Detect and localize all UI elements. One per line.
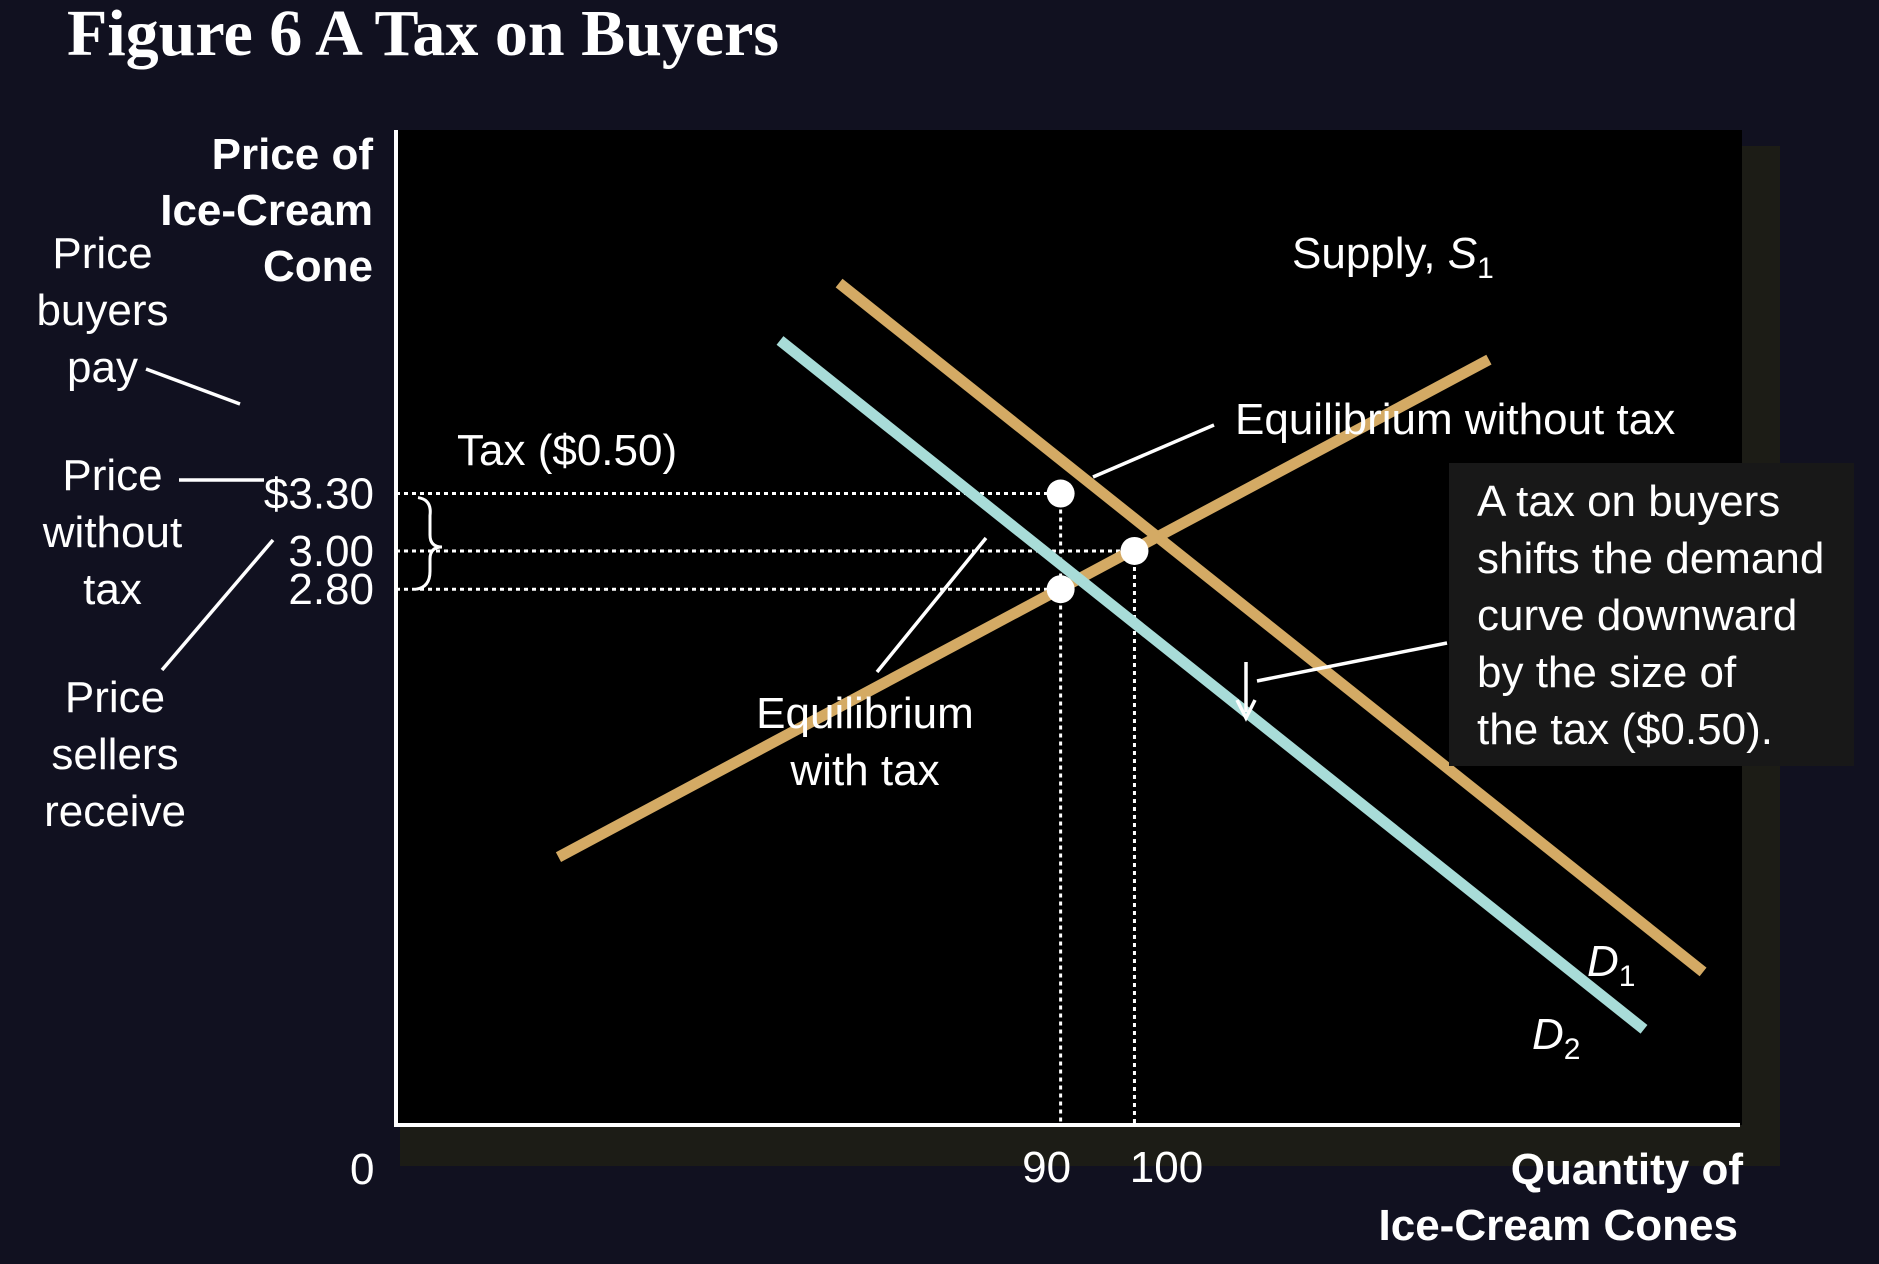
sellers-receive-line-2: sellers: [51, 730, 179, 779]
buyers-pay-pointer: [145, 367, 241, 406]
axes: [394, 130, 1740, 1127]
x-tick-label-2: 100: [1130, 1143, 1203, 1192]
tick-labels: $3.30 3.002.80 90 100: [264, 470, 1203, 1192]
supply-label-symbol: S: [1447, 229, 1478, 278]
d2-curve-label: D2: [1532, 1013, 1580, 1065]
eq-with-tax-pointer: [875, 536, 988, 674]
downward-shift-arrow-head: [1235, 699, 1257, 722]
supply-curve: [555, 354, 1492, 862]
d1-label-sub: 1: [1618, 960, 1636, 993]
eq-without-tax-label: Equilibrium without tax: [1235, 395, 1676, 444]
explanation-line-2: shifts the demand: [1477, 534, 1825, 583]
annotation-lines: [145, 367, 1448, 722]
buyers-pay-line-2: buyers: [36, 286, 169, 335]
tax-brace-label: Tax ($0.50): [457, 426, 678, 475]
equilibrium-point-2: [1120, 536, 1149, 565]
eq-without-tax-pointer: [1092, 423, 1215, 479]
x-axis-label-line-1: Quantity of: [1510, 1145, 1743, 1194]
supply-label-text: Supply,: [1292, 229, 1448, 278]
explanation-pointer: [1256, 641, 1448, 683]
buyers-pay-line-1: Price: [52, 229, 153, 278]
explanation-box: [1449, 463, 1854, 766]
without-tax-line-2: without: [42, 508, 183, 557]
x-axis-label-line-2: Ice-Cream Cones: [1378, 1201, 1738, 1250]
explanation-line-5: the tax ($0.50).: [1477, 705, 1773, 754]
origin-label: 0: [350, 1145, 375, 1194]
y-axis-label-line-1: Price of: [211, 130, 373, 179]
x-tick-label-1: 90: [1022, 1143, 1071, 1192]
without-tax-line-3: tax: [83, 565, 142, 614]
sellers-receive-line-1: Price: [64, 673, 166, 722]
explanation-line-1: A tax on buyers: [1477, 477, 1781, 526]
demand-curve-d1: [835, 278, 1707, 977]
y-axis-label-line-2: Ice-Cream: [160, 186, 373, 235]
d1-label-symbol: D: [1587, 937, 1619, 986]
buyers-pay-line-3: pay: [67, 343, 138, 392]
figure-title: Figure 6 A Tax on Buyers: [67, 0, 780, 70]
eq-with-tax-line-2: with tax: [790, 746, 940, 795]
y-axis-label-line-3: Cone: [263, 242, 373, 291]
explanation-line-4: by the size of: [1477, 648, 1737, 697]
y-tick-label-1: $3.30: [264, 470, 374, 519]
y-tick-label-2: 3.00: [288, 527, 374, 576]
d2-label-sub: 2: [1563, 1033, 1581, 1066]
without-tax-line-1: Price: [62, 451, 163, 500]
equilibrium-point-3: [1046, 575, 1075, 604]
supply-curve-label: Supply, S1: [1292, 232, 1494, 284]
d2-label-symbol: D: [1532, 1010, 1564, 1059]
supply-label-sub: 1: [1477, 252, 1494, 285]
equilibrium-point-1: [1046, 479, 1075, 508]
equilibrium-points: [1046, 479, 1149, 604]
sellers-receive-line-3: receive: [44, 787, 186, 836]
d1-curve-label: D1: [1587, 940, 1635, 992]
explanation-line-3: curve downward: [1477, 591, 1798, 640]
demand-curve-d2: [776, 336, 1648, 1034]
y-tick-label-3: 2.80: [288, 565, 374, 614]
sellers-receive-pointer: [160, 538, 275, 672]
curves: [555, 278, 1707, 1034]
tax-brace: [415, 496, 443, 591]
eq-with-tax-line-1: Equilibrium: [756, 689, 974, 738]
